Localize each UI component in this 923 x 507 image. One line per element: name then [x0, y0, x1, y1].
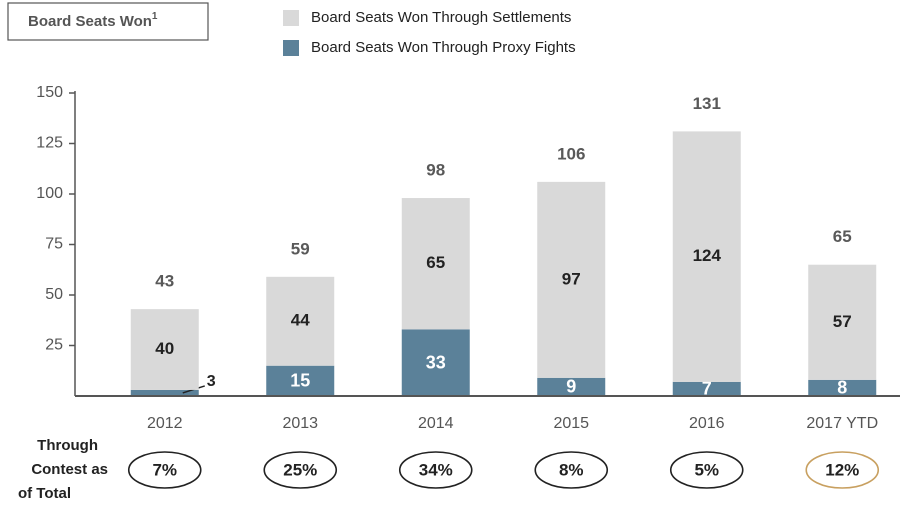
chart-title: Board Seats Won1 [28, 11, 158, 30]
percent-bubble [534, 451, 609, 489]
y-tick-label: 25 [45, 337, 63, 354]
data-label: 3 [207, 373, 216, 390]
data-label: 7 [702, 379, 712, 399]
data-label: 8 [837, 378, 847, 398]
bar-segment [130, 309, 199, 390]
x-tick-label: 2017 YTD [806, 415, 878, 432]
row-label: Through [37, 437, 98, 454]
percent-bubble [263, 451, 338, 489]
row-label: of Total [18, 485, 71, 502]
x-tick-label: 2014 [418, 415, 454, 432]
data-label: 9 [566, 377, 576, 397]
bar-segment [537, 181, 606, 378]
data-label: 44 [291, 311, 310, 330]
x-tick-label: 2015 [553, 415, 589, 432]
bar-segment [401, 329, 470, 396]
legend-swatch [283, 10, 299, 26]
bar-segment [672, 131, 741, 382]
data-label: 33 [426, 352, 446, 372]
data-label: 124 [693, 246, 722, 265]
percent-label: 7% [152, 460, 177, 479]
y-tick-label: 100 [36, 185, 63, 202]
percent-label: 25% [283, 460, 317, 479]
bar-segment [266, 276, 335, 366]
total-label: 43 [155, 272, 174, 291]
x-tick-label: 2016 [689, 415, 725, 432]
bar-segment [808, 379, 877, 396]
bar-segment [672, 381, 741, 396]
y-tick-label: 150 [36, 84, 63, 101]
total-label: 65 [833, 227, 852, 246]
y-tick-label: 125 [36, 135, 63, 152]
percent-bubble [398, 451, 473, 489]
bar-segment [401, 198, 470, 330]
percent-bubble [805, 451, 880, 489]
percent-label: 5% [694, 460, 719, 479]
x-tick-label: 2013 [282, 415, 318, 432]
legend-swatch [283, 40, 299, 56]
percent-label: 12% [825, 460, 859, 479]
data-label: 65 [426, 253, 445, 272]
percent-label: 34% [419, 460, 453, 479]
bar-segment [266, 365, 335, 396]
bar-segment [130, 389, 199, 396]
total-label: 98 [426, 161, 445, 180]
bar-segment [808, 264, 877, 380]
bar-segment [537, 377, 606, 396]
percent-label: 8% [559, 460, 584, 479]
x-tick-label: 2012 [147, 415, 183, 432]
row-label: Contest as [31, 461, 108, 478]
percent-bubble [127, 451, 202, 489]
title-box [7, 2, 209, 41]
total-label: 106 [557, 144, 585, 163]
y-tick-label: 75 [45, 236, 63, 253]
y-tick-label: 50 [45, 286, 63, 303]
data-label: 15 [290, 371, 310, 391]
legend-label: Board Seats Won Through Settlements [311, 9, 571, 26]
legend-label: Board Seats Won Through Proxy Fights [311, 39, 576, 56]
percent-bubble [669, 451, 744, 489]
data-label: 97 [562, 269, 581, 288]
total-label: 131 [693, 94, 721, 113]
data-label: 40 [155, 339, 174, 358]
total-label: 59 [291, 239, 310, 258]
data-label: 57 [833, 312, 852, 331]
